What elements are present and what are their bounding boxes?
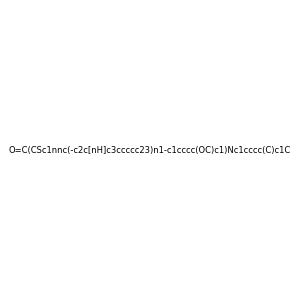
Text: O=C(CSc1nnc(-c2c[nH]c3ccccc23)n1-c1cccc(OC)c1)Nc1cccc(C)c1C: O=C(CSc1nnc(-c2c[nH]c3ccccc23)n1-c1cccc(… <box>9 146 291 154</box>
